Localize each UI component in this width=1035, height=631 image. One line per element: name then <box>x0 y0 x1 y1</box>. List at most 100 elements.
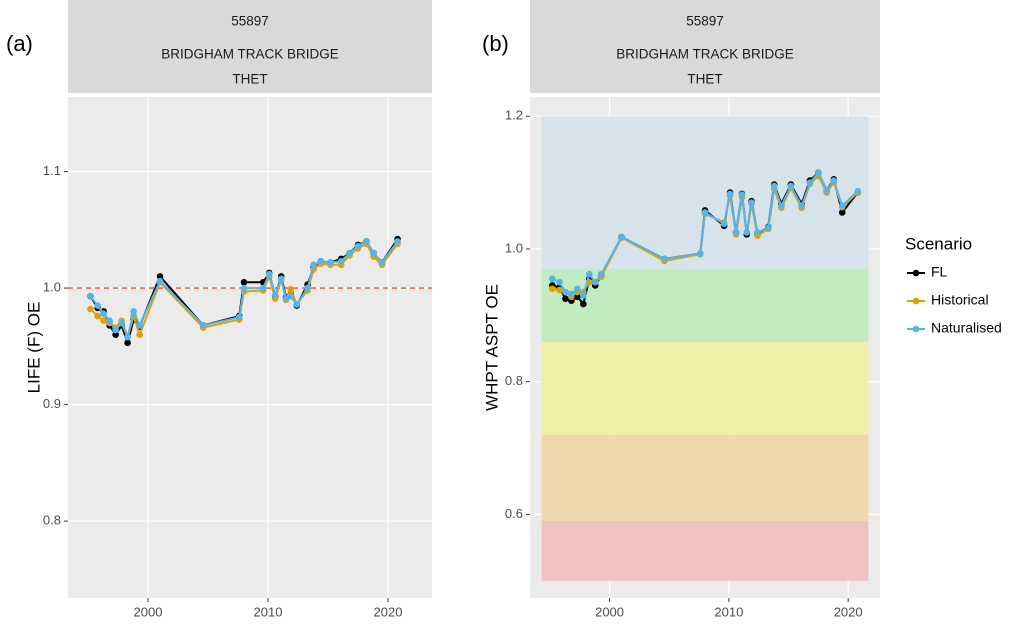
y-tick-label: 1.0 <box>505 240 523 255</box>
y-axis-label: WHPT ASPT OE <box>482 284 501 411</box>
y-tick-label: 0.8 <box>43 513 61 528</box>
legend-label: Naturalised <box>931 320 1002 336</box>
legend-label: FL <box>931 264 948 280</box>
data-point <box>363 238 370 245</box>
data-point <box>94 312 101 320</box>
x-tick-label: 2010 <box>714 604 743 619</box>
panel-label: (a) <box>6 31 33 56</box>
data-point <box>854 187 861 195</box>
data-point <box>580 292 587 299</box>
data-point <box>136 322 143 329</box>
data-point <box>549 285 556 293</box>
legend-label: Historical <box>931 292 989 308</box>
legend-swatch-point <box>912 269 920 277</box>
data-point <box>661 255 668 263</box>
data-point <box>618 233 625 241</box>
legend-swatch-point <box>912 325 920 333</box>
data-point <box>100 310 107 318</box>
data-point <box>112 326 119 334</box>
x-tick-label: 2000 <box>134 604 163 619</box>
legend-swatch-point <box>912 297 920 305</box>
data-point <box>562 295 569 303</box>
data-point <box>720 220 728 228</box>
y-axis-label: LIFE (F) OE <box>24 302 43 394</box>
data-point <box>106 317 113 325</box>
data-point <box>156 273 164 280</box>
data-point <box>87 305 94 313</box>
data-point <box>378 259 386 266</box>
data-point <box>556 278 563 286</box>
data-point <box>304 284 311 292</box>
data-point <box>277 275 285 283</box>
data-point <box>394 238 401 245</box>
data-point <box>562 288 569 296</box>
data-point <box>701 209 709 216</box>
strip-text: 55897 <box>686 14 724 29</box>
data-point <box>156 277 164 285</box>
data-point <box>568 290 575 298</box>
data-point <box>738 191 746 198</box>
data-point <box>696 250 704 257</box>
x-tick-label: 2020 <box>834 604 863 619</box>
data-point <box>556 286 563 294</box>
data-point <box>287 285 295 293</box>
data-point <box>778 202 785 210</box>
x-tick-label: 2010 <box>254 604 283 619</box>
data-point <box>118 319 125 327</box>
x-tick-label: 2000 <box>595 604 624 619</box>
band <box>541 116 869 269</box>
data-point <box>748 199 755 206</box>
data-point <box>754 229 761 236</box>
y-tick-label: 0.8 <box>505 373 523 388</box>
band <box>541 434 869 522</box>
data-point <box>798 202 805 210</box>
strip-background <box>530 0 880 93</box>
y-tick-label: 1.2 <box>505 108 523 123</box>
data-point <box>806 179 814 186</box>
data-point <box>337 257 345 265</box>
data-point <box>770 182 778 190</box>
data-point <box>354 242 362 250</box>
band <box>541 521 869 581</box>
data-point <box>591 278 599 286</box>
legend-title: Scenario <box>905 234 972 253</box>
panel-label: (b) <box>482 31 509 56</box>
strip-text: THET <box>687 72 722 87</box>
data-point <box>240 278 248 286</box>
data-point <box>370 249 377 257</box>
data-point <box>823 187 830 194</box>
band <box>541 341 869 435</box>
data-point <box>815 169 822 176</box>
data-point <box>235 313 243 321</box>
data-point <box>287 292 295 300</box>
plot-background <box>68 97 432 598</box>
data-point <box>787 182 795 190</box>
data-point <box>112 331 119 338</box>
panel: (b) 55897 BRIDGHAM TRACK BRIDGE THET 0.6 0.8 1… <box>482 0 1002 619</box>
data-point <box>265 270 273 278</box>
data-point <box>271 291 279 299</box>
data-point <box>259 284 267 292</box>
data-point <box>580 300 587 308</box>
data-point <box>327 259 334 266</box>
data-point <box>732 229 740 236</box>
strip-text: THET <box>232 72 267 87</box>
data-point <box>838 202 846 210</box>
data-point <box>94 302 101 309</box>
y-tick-label: 1.0 <box>43 280 61 295</box>
data-point <box>549 275 556 283</box>
data-point <box>574 293 581 301</box>
y-tick-label: 0.6 <box>505 506 523 521</box>
data-point <box>199 322 207 329</box>
data-point <box>764 224 772 232</box>
data-point <box>317 257 325 265</box>
data-point <box>124 339 131 347</box>
data-point <box>838 209 846 216</box>
data-point <box>124 333 131 341</box>
data-point <box>346 249 353 257</box>
data-point <box>743 229 751 236</box>
data-point <box>293 301 301 308</box>
y-tick-label: 0.9 <box>43 396 61 411</box>
data-point <box>130 308 137 315</box>
